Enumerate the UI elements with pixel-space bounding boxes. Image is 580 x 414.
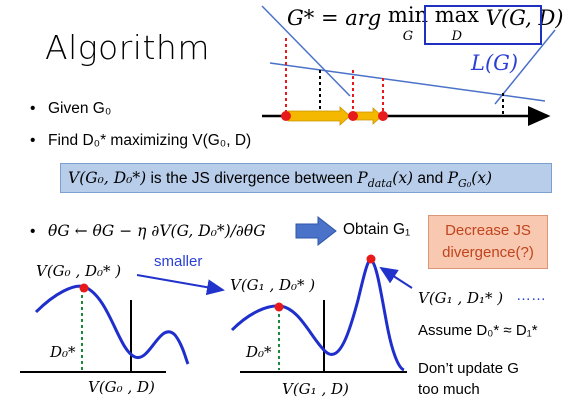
axis-point-3 [378, 111, 388, 121]
decrease-line1: Decrease JS [445, 222, 531, 239]
bullet-given: • Given G₀ [30, 100, 112, 117]
left-curve [34, 284, 190, 365]
lg-label: L(G) [471, 51, 519, 75]
bullet-find: • Find D₀* maximizing V(G₀, D) [30, 132, 252, 149]
slide-title: Algorithm [45, 28, 210, 67]
discriminator-line-3 [494, 29, 556, 105]
right-peak-label: V(G₁ , D₁* ) [418, 289, 504, 307]
mid-point [274, 302, 284, 312]
dont-update-line2: too much [418, 381, 480, 398]
formula-rhs: V(G, D) [485, 6, 564, 30]
dont-update-line1: Don’t update G [418, 360, 519, 377]
minimax-formula: G* = arg min G max D V(G, D) [287, 3, 564, 46]
left-peak-point [79, 283, 89, 293]
mid-curve [230, 258, 405, 372]
obtain-label: Obtain G₁ [343, 221, 411, 238]
bullet-update: • θG ← θG − η ∂V(G, D₀*)/∂θG [30, 222, 266, 240]
continuation-dots: …… [516, 287, 546, 304]
orange-step-arrow-2 [355, 107, 383, 125]
left-peak-label: V(G₀ , D₀* ) [36, 262, 122, 280]
discriminator-line-2 [269, 62, 546, 102]
left-x-label: V(G₀ , D) [88, 378, 155, 396]
axis-point-1 [281, 111, 291, 121]
peak-pointer-arrow [379, 266, 413, 289]
formula-min-sub: G [402, 29, 414, 44]
axis-point-2 [348, 111, 358, 121]
formula-lhs: G* = arg [287, 6, 388, 30]
mid-d-label: D₀* [246, 343, 272, 361]
discriminator-line-1 [261, 5, 351, 97]
formula-min: min [387, 3, 429, 27]
js-divergence-box: V(G₀, D₀*) is the JS divergence between … [60, 163, 552, 193]
smaller-arrow [136, 274, 225, 296]
orange-step-arrow-1 [287, 106, 351, 126]
max-highlight-box [424, 5, 542, 45]
mid-peak-label: V(G₁ , D₀* ) [230, 276, 316, 294]
obtain-arrow [295, 215, 337, 247]
mid-peak-point [366, 254, 376, 264]
decrease-line2: divergence(?) [442, 244, 534, 261]
formula-max-sub: D [451, 29, 463, 44]
mid-x-label: V(G₁ , D) [282, 380, 349, 398]
assume-label: Assume D₀* ≈ D₁* [418, 322, 538, 339]
smaller-label: smaller [154, 253, 203, 270]
decrease-js-box: Decrease JS divergence(?) [428, 215, 548, 269]
left-d-label: D₀* [50, 343, 76, 361]
formula-max: max [434, 3, 480, 27]
